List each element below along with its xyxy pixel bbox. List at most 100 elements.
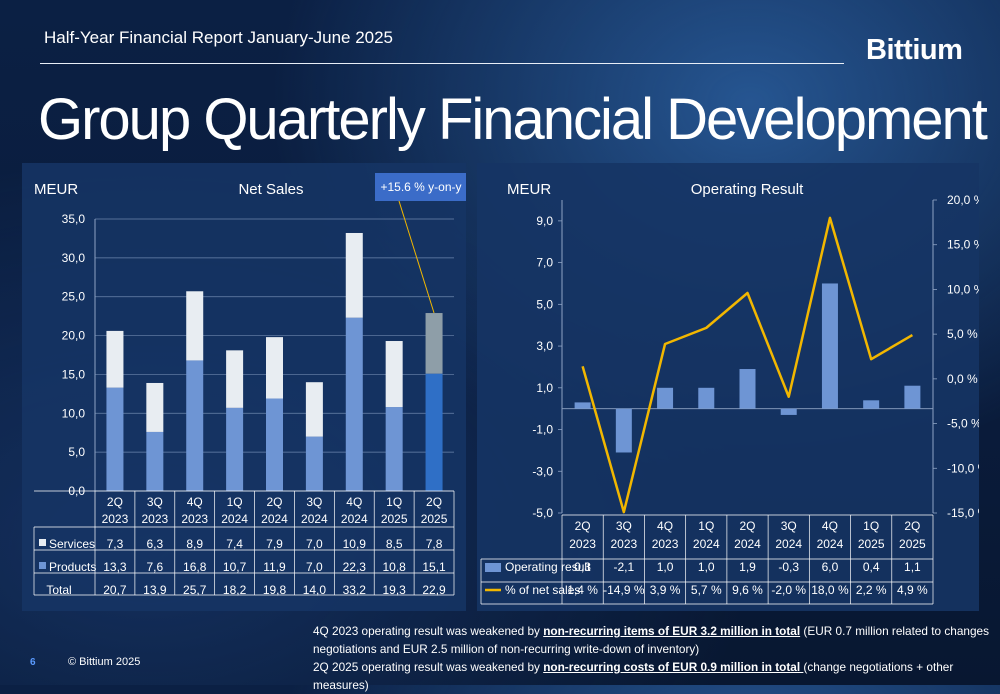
x-tick-label: 2024 [734, 537, 761, 551]
x-tick-label: 1Q [386, 495, 402, 509]
y-tick-label: 9,0 [536, 214, 553, 228]
pct-net-sales-legend-label: % of net sales [505, 583, 580, 597]
services-bar [425, 313, 443, 374]
services-value-label: 10,9 [343, 537, 367, 551]
header-divider [40, 63, 844, 64]
x-tick-label: 2023 [569, 537, 596, 551]
services-value-label: 7,0 [306, 537, 323, 551]
services-value-label: 7,4 [226, 537, 243, 551]
y-tick-label: 20,0 [62, 329, 86, 343]
chart-title: Operating Result [691, 181, 804, 198]
products-legend-label: Products [49, 560, 96, 574]
footnote-4q2023: 4Q 2023 operating result was weakened by… [313, 624, 989, 656]
total-value-label: 19,8 [263, 583, 287, 597]
services-value-label: 8,9 [186, 537, 203, 551]
services-bar [226, 350, 244, 408]
products-bar [226, 407, 244, 491]
services-legend-label: Services [49, 537, 95, 551]
footnote-2q2025: 2Q 2025 operating result was weakened by… [313, 660, 954, 692]
services-bar [385, 341, 403, 408]
pct-net-sales-value-label: 18,0 % [811, 583, 849, 597]
x-tick-label: 4Q [187, 495, 203, 509]
products-bar [266, 398, 283, 491]
operating-result-value-label: -0,3 [778, 560, 799, 574]
pct-net-sales-value-label: 4,9 % [897, 583, 928, 597]
products-bar [186, 360, 204, 491]
x-tick-label: 2025 [858, 537, 885, 551]
x-tick-label: 2Q [575, 519, 591, 533]
operating-result-value-label: 0,3 [574, 560, 591, 574]
y2-tick-label: -15,0 % [947, 506, 979, 520]
y2-tick-label: -10,0 % [947, 461, 979, 475]
products-value-label: 7,6 [146, 560, 163, 574]
total-value-label: 19,3 [382, 583, 406, 597]
x-tick-label: 2Q [904, 519, 920, 533]
x-tick-label: 2025 [381, 512, 408, 526]
services-value-label: 6,3 [146, 537, 163, 551]
products-bar [425, 373, 443, 491]
products-value-label: 10,7 [223, 560, 247, 574]
operating-result-bar [657, 387, 674, 409]
operating-result-panel: MEUR Operating Result -5,0 -3,0 -1,0 1,0 3,0 5,… [477, 163, 979, 611]
pct-net-sales-value-label: -2,0 % [771, 583, 806, 597]
services-value-label: 8,5 [386, 537, 403, 551]
x-tick-label: 3Q [306, 495, 322, 509]
operating-result-value-label: 1,0 [698, 560, 715, 574]
operating-result-bar [863, 400, 880, 409]
y-tick-label: 35,0 [62, 212, 86, 226]
x-tick-label: 4Q [822, 519, 838, 533]
y-tick-label: 25,0 [62, 290, 86, 304]
total-value-label: 25,7 [183, 583, 207, 597]
x-tick-label: 2023 [141, 512, 168, 526]
y-axis-unit-label: MEUR [34, 181, 78, 198]
x-tick-label: 2Q [266, 495, 282, 509]
x-tick-label: 2023 [102, 512, 129, 526]
total-value-label: 13,9 [143, 583, 167, 597]
footnotes: 4Q 2023 operating result was weakened by… [313, 622, 997, 694]
y-tick-label: 3,0 [536, 339, 553, 353]
products-value-label: 10,8 [382, 560, 406, 574]
operating-result-bar [780, 408, 797, 415]
services-value-label: 7,3 [107, 537, 124, 551]
callout-box [375, 173, 466, 201]
y-tick-label: 7,0 [536, 256, 553, 270]
y-tick-label: 10,0 [62, 406, 86, 420]
products-bar [146, 431, 164, 491]
total-value-label: 33,2 [343, 583, 367, 597]
x-tick-label: 2025 [421, 512, 448, 526]
products-value-label: 7,0 [306, 560, 323, 574]
x-tick-label: 4Q [346, 495, 362, 509]
services-value-label: 7,9 [266, 537, 283, 551]
products-value-label: 11,9 [263, 560, 286, 574]
y2-tick-label: 5,0 % [947, 327, 978, 341]
products-value-label: 16,8 [183, 560, 207, 574]
products-value-label: 22,3 [343, 560, 367, 574]
x-tick-label: 1Q [227, 495, 243, 509]
yoy-callout-text: +15.6 % y-on-y [380, 180, 461, 194]
total-row-label: Total [46, 583, 71, 597]
operating-result-bar [615, 408, 632, 453]
x-tick-label: 2024 [341, 512, 368, 526]
bittium-logo: Bittium [866, 34, 963, 66]
services-bar [186, 291, 204, 361]
operating-result-value-label: 1,1 [904, 560, 921, 574]
pct-net-sales-value-label: 9,6 % [732, 583, 763, 597]
products-legend-swatch [39, 562, 46, 569]
x-tick-label: 2023 [610, 537, 637, 551]
y-tick-label: 30,0 [62, 251, 86, 265]
total-value-label: 22,9 [422, 583, 446, 597]
pct-net-sales-value-label: 3,9 % [650, 583, 681, 597]
operating-result-bar [821, 283, 838, 409]
services-bar [106, 330, 124, 388]
x-tick-label: 2024 [221, 512, 248, 526]
x-tick-label: 3Q [147, 495, 163, 509]
operating-result-legend-swatch [485, 563, 501, 572]
y-axis-unit-label: MEUR [507, 181, 551, 198]
operating-result-bar [698, 387, 715, 409]
operating-result-legend-label: Operating result [505, 560, 591, 574]
services-bar [305, 382, 323, 437]
operating-result-value-label: 1,9 [739, 560, 756, 574]
x-tick-label: 2024 [261, 512, 288, 526]
y-tick-label: 5,0 [68, 445, 85, 459]
operating-result-value-label: 1,0 [657, 560, 674, 574]
